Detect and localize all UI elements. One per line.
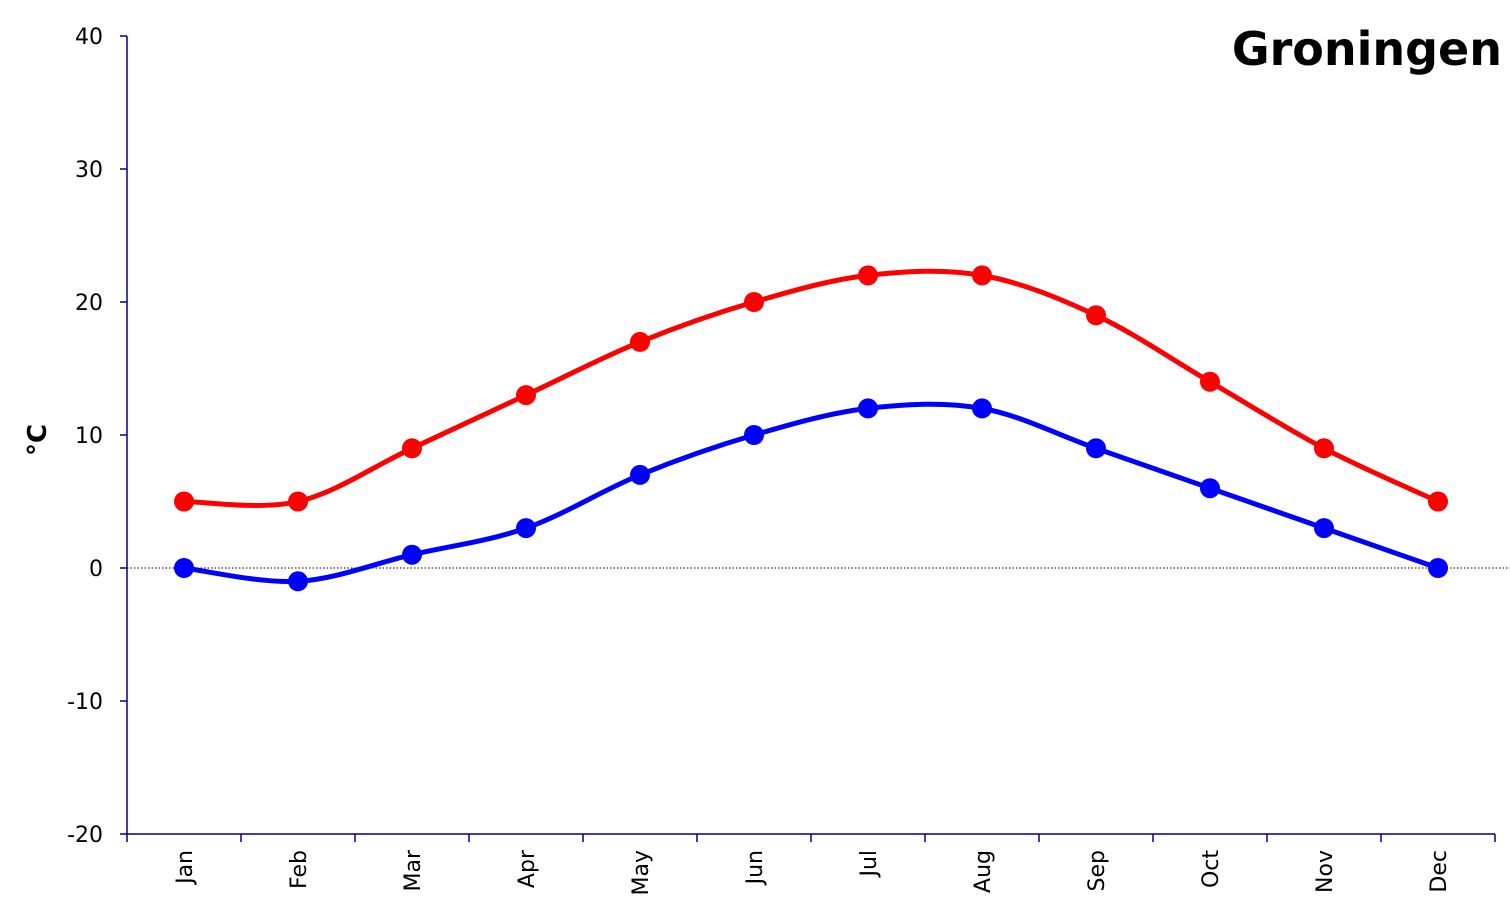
x-tick-label: Jan — [173, 850, 198, 886]
series-line — [181, 268, 1441, 508]
series-1 — [174, 398, 1448, 592]
data-point — [972, 398, 992, 419]
data-point — [402, 544, 422, 565]
data-point — [630, 464, 650, 485]
series-line — [181, 401, 1441, 585]
data-point — [1200, 371, 1220, 392]
x-tick-label: Aug — [971, 850, 996, 893]
data-point — [858, 398, 878, 419]
data-point — [630, 331, 650, 352]
data-point — [858, 265, 878, 286]
x-tick-label: Jun — [743, 850, 768, 886]
data-point — [1428, 558, 1448, 578]
y-tick-label: 10 — [75, 424, 103, 449]
series-0 — [174, 265, 1448, 512]
data-point — [1314, 438, 1334, 459]
y-tick-label: -10 — [67, 690, 103, 715]
y-tick-label: 30 — [75, 158, 103, 183]
y-tick-label: 0 — [89, 557, 103, 582]
y-tick-label: 40 — [75, 25, 103, 50]
data-point — [516, 518, 536, 539]
data-point — [744, 425, 764, 445]
y-tick-label: 20 — [75, 291, 103, 316]
data-point — [1086, 305, 1106, 326]
data-point — [402, 438, 422, 459]
x-tick-label: Nov — [1313, 850, 1338, 893]
y-axis-title: °C — [23, 424, 53, 456]
x-tick-label: Sep — [1085, 850, 1110, 891]
data-point — [1086, 438, 1106, 459]
x-tick-label: Jul — [857, 850, 882, 879]
data-point — [288, 571, 308, 592]
y-tick-label: -20 — [67, 823, 103, 848]
x-tick-label: Dec — [1427, 850, 1452, 893]
x-tick-label: Oct — [1199, 850, 1224, 888]
data-point — [1314, 518, 1334, 539]
x-tick-label: Apr — [515, 849, 540, 888]
x-tick-label: Mar — [401, 849, 426, 891]
data-point — [972, 265, 992, 286]
axes: -20 -10 0 10 20 30 40 Jan Feb Mar Apr May Jun Jul Aug S… — [67, 25, 1510, 895]
data-point — [744, 292, 764, 312]
x-tick-label: Feb — [287, 850, 312, 889]
x-tick-label: May — [629, 850, 654, 895]
data-point — [516, 385, 536, 406]
data-point — [174, 558, 194, 578]
data-point — [174, 491, 194, 512]
data-point — [1200, 478, 1220, 499]
series-layer — [174, 265, 1448, 592]
chart-title: Groningen — [1232, 22, 1502, 76]
data-point — [1428, 491, 1448, 512]
data-point — [288, 491, 308, 512]
